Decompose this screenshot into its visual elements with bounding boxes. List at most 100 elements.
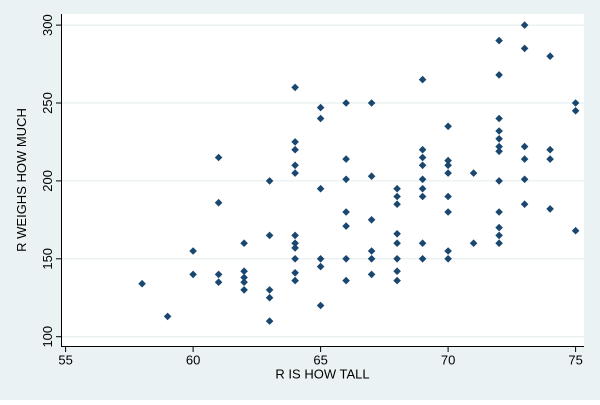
data-point-diamond <box>342 155 350 163</box>
data-point-diamond <box>240 273 248 282</box>
y-tick-label: 300 <box>40 14 55 36</box>
data-point-diamond <box>316 114 325 123</box>
data-point-diamond <box>265 317 274 325</box>
data-point-diamond <box>444 247 452 255</box>
data-point-diamond <box>367 99 376 107</box>
x-tick-label: 75 <box>568 353 582 368</box>
data-point-diamond <box>495 147 503 156</box>
data-point-diamond <box>316 103 325 112</box>
data-point-diamond <box>546 155 554 163</box>
data-point-diamond <box>189 270 197 279</box>
data-point-diamond <box>316 255 325 263</box>
data-point-diamond <box>418 239 427 247</box>
data-point-diamond <box>418 255 427 263</box>
data-point-diamond <box>265 177 274 185</box>
data-point-diamond <box>546 52 554 60</box>
plot-area-background <box>61 14 584 347</box>
data-point-diamond <box>393 184 401 193</box>
data-point-diamond <box>316 184 325 193</box>
data-point-diamond <box>495 208 503 216</box>
data-point-diamond <box>342 222 350 230</box>
data-point-diamond <box>367 247 376 255</box>
data-point-diamond <box>546 145 554 154</box>
data-point-diamond <box>444 122 452 131</box>
x-axis-title: R IS HOW TALL <box>275 367 369 382</box>
axis-ticks <box>56 24 577 352</box>
data-point-diamond <box>444 208 452 216</box>
data-point-diamond <box>291 169 299 177</box>
x-tick-label: 55 <box>58 353 72 368</box>
data-point-diamond <box>418 75 427 84</box>
data-point-diamond <box>393 192 401 201</box>
data-point-diamond <box>520 175 529 184</box>
y-tick-label: 150 <box>40 248 55 270</box>
data-point-diamond <box>291 239 299 247</box>
data-point-diamond <box>214 198 223 207</box>
data-point-diamond <box>291 161 299 170</box>
data-point-diamond <box>571 107 580 115</box>
data-point-diamond <box>418 145 427 154</box>
data-point-diamond <box>520 155 529 163</box>
data-point-diamond <box>393 267 401 275</box>
data-point-diamond <box>265 231 274 240</box>
data-point-diamond <box>495 114 503 123</box>
data-point-diamond <box>189 247 197 255</box>
data-point-diamond <box>342 208 350 216</box>
data-point-diamond <box>291 145 299 154</box>
data-point-diamond <box>367 255 376 263</box>
data-point-diamond <box>393 239 401 247</box>
x-tick-label: 60 <box>186 353 200 368</box>
data-point-diamond <box>291 138 299 146</box>
data-point-diamond <box>291 269 299 277</box>
data-point-diamond <box>444 255 452 263</box>
x-tick-label: 65 <box>313 353 327 368</box>
data-point-diamond <box>418 175 427 184</box>
data-point-diamond <box>163 312 172 321</box>
data-point-diamond <box>393 276 401 285</box>
data-point-diamond <box>342 255 350 263</box>
data-point-diamond <box>444 169 452 177</box>
y-axis-title: R WEIGHS HOW MUCH <box>14 108 29 252</box>
data-point-diamond <box>495 231 503 240</box>
data-point-diamond <box>444 192 452 201</box>
data-point-diamond <box>495 36 503 45</box>
data-point-diamond <box>342 276 350 285</box>
data-point-diamond <box>495 142 503 151</box>
data-point-diamond <box>265 286 274 294</box>
data-point-diamond <box>240 278 248 286</box>
data-point-diamond <box>393 200 401 208</box>
data-point-diamond <box>240 239 248 247</box>
data-point-diamond <box>240 286 248 294</box>
data-point-diamond <box>291 255 299 263</box>
y-tick-label: 200 <box>40 170 55 192</box>
data-points <box>138 21 580 325</box>
data-point-diamond <box>571 226 580 235</box>
axis-tick-labels: 55 60 65 70 75 100 150 200 250 300 <box>40 14 583 367</box>
data-point-diamond <box>418 161 427 170</box>
data-point-diamond <box>495 177 503 185</box>
data-point-diamond <box>520 142 529 151</box>
data-point-diamond <box>495 127 503 135</box>
data-point-diamond <box>546 205 554 213</box>
data-point-diamond <box>367 172 376 180</box>
data-point-diamond <box>265 293 274 302</box>
data-point-diamond <box>367 216 376 224</box>
data-point-diamond <box>342 99 350 107</box>
data-point-diamond <box>240 267 248 275</box>
data-point-diamond <box>520 200 529 208</box>
data-point-diamond <box>495 223 503 232</box>
data-point-diamond <box>444 156 452 165</box>
data-point-diamond <box>214 270 223 279</box>
data-point-diamond <box>138 279 146 288</box>
data-point-diamond <box>214 153 223 162</box>
data-point-diamond <box>418 153 427 162</box>
data-point-diamond <box>520 44 529 53</box>
data-point-diamond <box>291 244 299 252</box>
data-point-diamond <box>469 169 478 177</box>
y-tick-label: 100 <box>40 326 55 348</box>
data-point-diamond <box>418 192 427 201</box>
data-point-diamond <box>495 71 503 79</box>
data-point-diamond <box>367 270 376 279</box>
